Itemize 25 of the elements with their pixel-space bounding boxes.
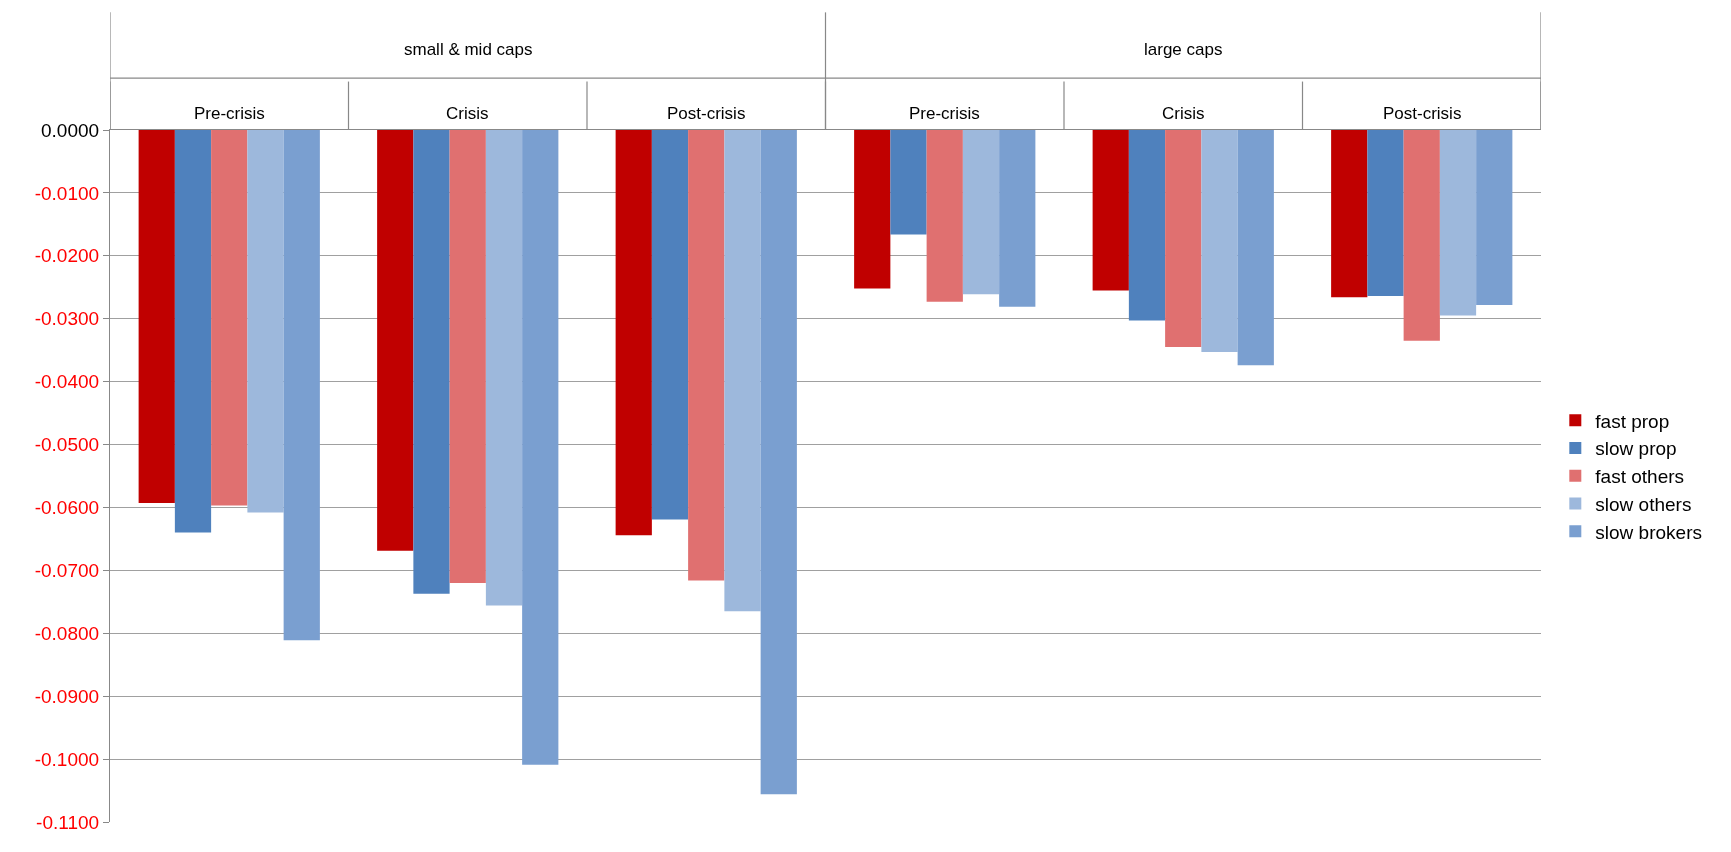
y-tick-label: -0.0700 xyxy=(34,560,100,582)
y-tick-label: -0.1000 xyxy=(34,748,100,770)
y-tick-label: -0.0500 xyxy=(34,434,100,456)
legend-label: slow others xyxy=(1595,493,1692,515)
x-tick-label: Post-crisis xyxy=(1383,104,1462,123)
x-tick-label: Pre-crisis xyxy=(194,104,265,123)
x-tick-label: Crisis xyxy=(1162,104,1205,123)
x-tick-label: Pre-crisis xyxy=(909,104,980,123)
legend-label: slow brokers xyxy=(1595,521,1702,543)
text: small & mid caps xyxy=(404,40,533,59)
y-tick-label: -0.0200 xyxy=(34,245,100,267)
y-tick-label: -0.0400 xyxy=(34,371,100,393)
y-tick-label: -0.0600 xyxy=(34,497,100,519)
y-tick-label: 0.0000 xyxy=(40,119,100,141)
y-tick-label: -0.0300 xyxy=(34,308,100,330)
y-tick-label: -0.0900 xyxy=(34,685,100,707)
text: large caps xyxy=(1144,40,1223,59)
y-tick-label: -0.0100 xyxy=(34,182,100,204)
legend-label: slow prop xyxy=(1595,438,1677,460)
y-tick-label: -0.1100 xyxy=(36,811,100,833)
x-tick-label: Post-crisis xyxy=(667,104,746,123)
y-tick-label: -0.0800 xyxy=(34,622,100,644)
x-tick-label: Crisis xyxy=(446,104,489,123)
legend-label: fast others xyxy=(1595,466,1685,488)
legend-label: fast prop xyxy=(1595,410,1670,432)
